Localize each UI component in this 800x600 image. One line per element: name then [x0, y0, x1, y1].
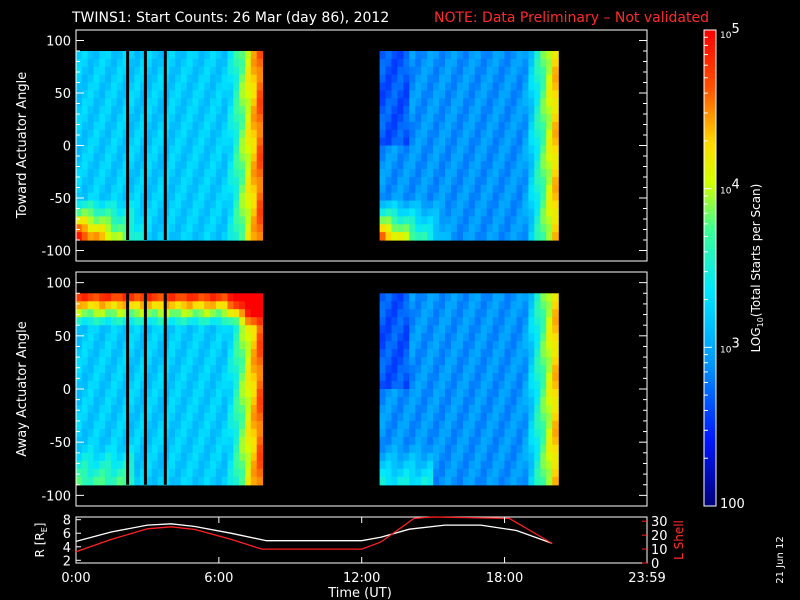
- y-tick-label: 100: [46, 35, 71, 50]
- x-tick-label: 18:00: [486, 571, 523, 586]
- r-tick-label: 4: [63, 541, 71, 556]
- y-tick-label: -50: [50, 436, 71, 451]
- r-axis-label: R [RE]: [33, 523, 49, 558]
- r-distance-line: [75, 523, 553, 545]
- l-shell-line: [75, 516, 553, 553]
- away-y-axis: 100 50 0 -50 -100: [41, 277, 647, 504]
- colorbar-scale: [703, 29, 717, 507]
- colorbar-tick-label: 100: [720, 497, 745, 512]
- l-shell-tick-label: 0: [651, 557, 659, 572]
- x-tick-label: 23:59: [628, 571, 665, 586]
- colorbar-label: LOG10(Total Starts per Scan): [749, 184, 765, 353]
- data-gap-line: [143, 51, 147, 240]
- colorbar-tick-label: 103: [720, 336, 740, 355]
- y-tick-label: -50: [50, 192, 71, 207]
- l-shell-tick-label: 10: [651, 543, 668, 558]
- colorbar: 105 104 103 100 LOG10(Total Starts per Scan…: [703, 22, 765, 512]
- r-tick-label: 2: [63, 554, 71, 569]
- colorbar-tick-label: 105: [720, 22, 740, 41]
- toward-y-axis: 100 50 0 -50 -100: [41, 35, 647, 260]
- y-tick-label: 100: [46, 277, 71, 292]
- r-tick-label: 6: [63, 527, 71, 542]
- toward-panel: 100 50 0 -50 -100 Toward Actuator Angle: [15, 29, 648, 262]
- chart-title: TWINS1: Start Counts: 26 Mar (day 86), 2…: [71, 10, 389, 26]
- data-gap-line: [163, 51, 167, 240]
- colorbar-tick-label: 104: [720, 178, 740, 197]
- colorbar-ticks: 105 104 103 100: [704, 22, 745, 512]
- data-gap-line: [163, 293, 167, 485]
- l-shell-axis-label: L Shell: [672, 520, 686, 560]
- away-y-label: Away Actuator Angle: [15, 321, 30, 456]
- y-tick-label: 0: [63, 140, 71, 155]
- data-gap-line: [143, 293, 147, 485]
- y-tick-label: 50: [54, 87, 71, 102]
- l-shell-tick-label: 20: [651, 529, 668, 544]
- y-tick-label: -100: [41, 245, 71, 260]
- l-shell-tick-label: 30: [651, 515, 668, 530]
- x-axis-label: Time (UT): [327, 586, 392, 600]
- y-tick-label: 50: [54, 330, 71, 345]
- ephemeris-lines: [75, 516, 553, 553]
- y-tick-label: 0: [63, 383, 71, 398]
- toward-heatmap: [76, 51, 559, 241]
- preliminary-note: NOTE: Data Preliminary – Not validated: [434, 10, 709, 26]
- r-tick-label: 8: [63, 514, 71, 529]
- y-tick-label: -100: [41, 489, 71, 504]
- x-tick-label: 12:00: [343, 571, 380, 586]
- x-tick-label: 0:00: [61, 571, 90, 586]
- data-gap-line: [126, 293, 130, 485]
- x-tick-label: 6:00: [204, 571, 233, 586]
- date-stamp: 21 Jun 12: [775, 536, 786, 583]
- away-heatmap: [76, 293, 559, 486]
- toward-y-label: Toward Actuator Angle: [15, 72, 30, 219]
- data-gap-line: [126, 51, 130, 240]
- away-panel: 100 50 0 -50 -100 Away Actuator Angle: [15, 271, 648, 507]
